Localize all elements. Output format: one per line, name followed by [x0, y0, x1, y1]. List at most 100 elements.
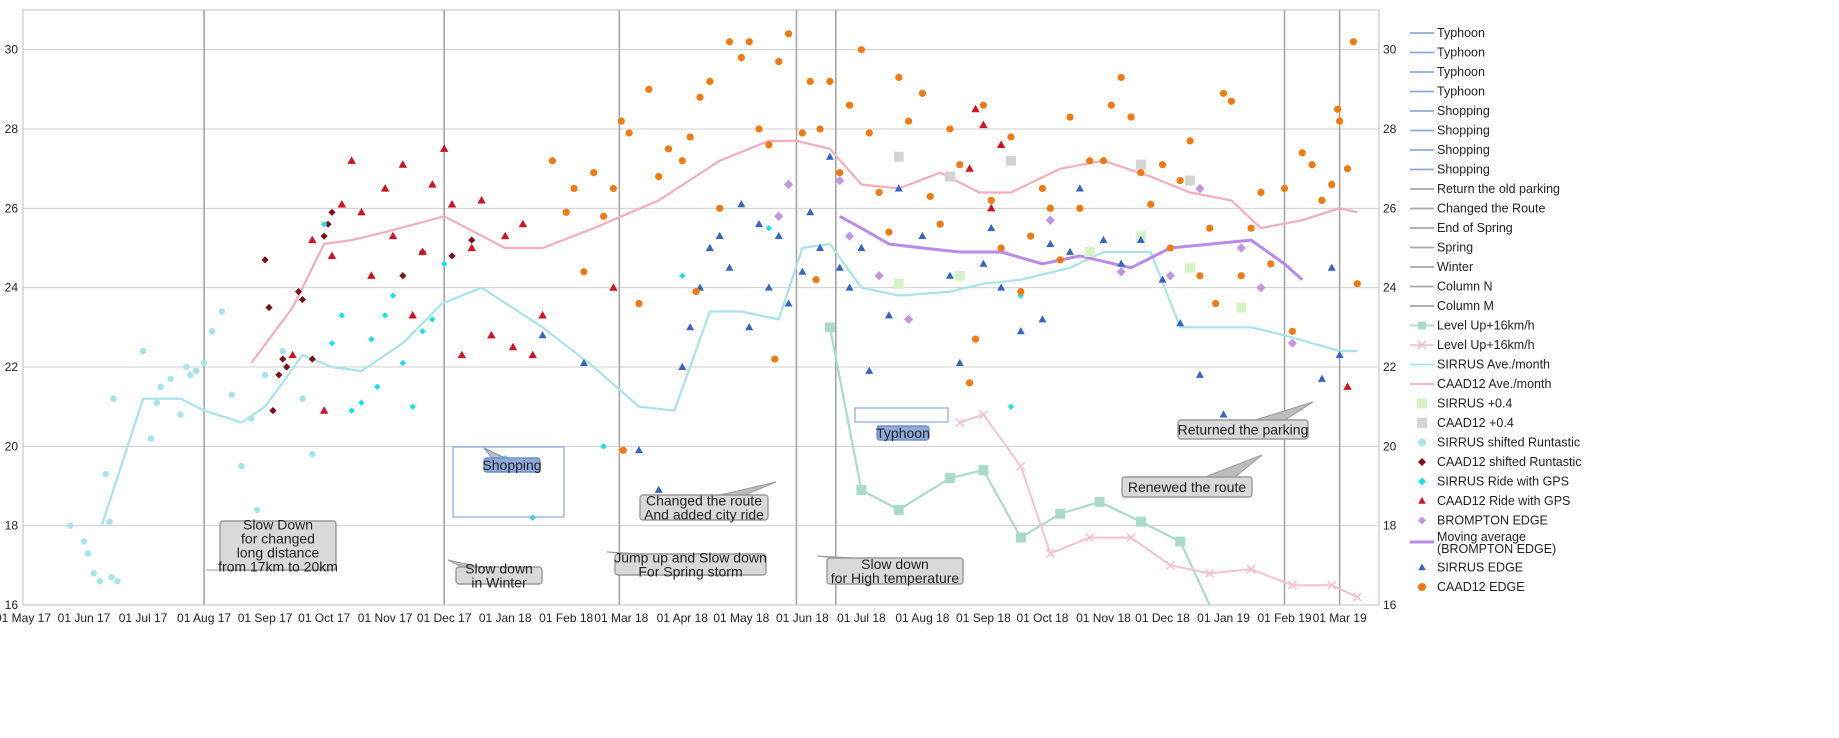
point-sirrus-shifted-runtastic	[153, 399, 161, 406]
point-caad12-ride-with-gps	[528, 350, 537, 359]
callout-box	[639, 494, 769, 521]
callout-box	[876, 425, 930, 441]
point-caad12-edge	[956, 161, 964, 169]
point-sirrus-edge	[654, 485, 663, 493]
marker-level-up-sirrus	[1094, 496, 1105, 507]
point-sirrus-0-4	[1084, 246, 1095, 257]
point-sirrus-edge	[715, 231, 724, 240]
legend-swatch	[1418, 563, 1426, 571]
point-sirrus-shifted-runtastic	[177, 411, 184, 418]
point-sirrus-shifted-runtastic	[167, 375, 174, 383]
marker-level-up-sirrus	[1175, 536, 1186, 547]
point-caad12-edge	[875, 188, 883, 197]
point-sirrus-edge	[865, 366, 874, 374]
x-tick-label: 01 Oct 17	[298, 611, 350, 625]
point-caad12-shifted-runtastic	[265, 303, 273, 312]
x-tick-label: 01 Dec 18	[1135, 611, 1190, 625]
point-caad12-edge	[1107, 101, 1115, 109]
point-caad12-edge	[755, 125, 763, 133]
point-sirrus-0-4	[954, 270, 965, 281]
legend-label: Column N	[1437, 280, 1493, 294]
typhoon-range-box	[854, 407, 949, 423]
point-caad12-edge	[979, 101, 988, 109]
point-caad12-edge	[1227, 97, 1235, 105]
callout-text: Slow Down	[243, 517, 313, 533]
callout-box	[483, 457, 541, 473]
callout-text: for High temperature	[831, 570, 960, 586]
y-tick-label-left: 24	[5, 281, 19, 295]
point-caad12-edge	[1007, 133, 1015, 141]
point-caad12-shifted-runtastic	[269, 407, 277, 415]
x-tick-label: 01 Sep 17	[238, 611, 293, 625]
callout-text: in Winter	[471, 575, 527, 591]
legend-label: Column M	[1437, 299, 1494, 313]
legend-item: Typhoon	[1410, 26, 1485, 40]
point-caad12-edge	[836, 169, 844, 177]
point-caad12-ride-with-gps	[538, 311, 547, 319]
marker-level-up-caad	[1205, 568, 1215, 578]
legend-item: CAAD12 Ride with GPS	[1418, 494, 1570, 508]
point-caad12-edge	[609, 184, 618, 193]
x-tick-label: 01 Apr 18	[657, 611, 709, 625]
point-sirrus-edge	[1099, 235, 1108, 244]
callout-text: Returned the parking	[1178, 422, 1309, 438]
point-brompton-edge	[1195, 183, 1205, 194]
point-caad12-edge	[936, 220, 944, 228]
point-sirrus-ride-with-gps	[338, 312, 346, 319]
point-sirrus-edge	[798, 267, 807, 275]
point-caad12-ride-with-gps	[428, 180, 437, 188]
point-caad12-ride-with-gps	[508, 342, 518, 351]
point-caad12-shifted-runtastic	[448, 252, 456, 260]
marker-level-up-caad	[1045, 548, 1055, 558]
point-caad12-ride-with-gps	[500, 231, 510, 240]
point-caad12-edge	[857, 46, 865, 54]
callout-text: from 17km to 20km	[218, 559, 338, 575]
x-tick-label: 01 Jun 18	[776, 611, 829, 625]
legend-item: Shopping	[1410, 143, 1490, 157]
point-caad12-edge	[1212, 299, 1220, 308]
point-brompton-edge	[1165, 271, 1175, 281]
y-tick-label-right: 16	[1383, 598, 1397, 612]
legend-label: Shopping	[1437, 163, 1490, 177]
point-sirrus-edge	[806, 208, 815, 216]
x-tick-label: 01 Jul 18	[837, 611, 886, 625]
point-brompton-edge	[1116, 267, 1126, 277]
point-sirrus-shifted-runtastic	[108, 574, 115, 581]
marker-level-up-caad	[978, 410, 988, 420]
legend-swatch	[1418, 438, 1426, 447]
marker-level-up-caad	[1246, 564, 1256, 574]
x-tick-label: 01 Dec 17	[417, 611, 472, 625]
point-caad12-edge	[570, 184, 578, 193]
point-sirrus-ride-with-gps	[368, 336, 375, 343]
x-tick-label: 01 May 18	[713, 611, 769, 625]
point-sirrus-ride-with-gps	[429, 316, 436, 323]
point-caad12-ride-with-gps	[327, 251, 337, 260]
point-caad12-edge	[771, 355, 779, 363]
x-tick-label: 01 Jan 19	[1197, 611, 1250, 625]
point-caad12-edge	[725, 38, 734, 46]
point-caad12-edge	[826, 77, 834, 85]
point-caad12-ride-with-gps	[609, 283, 618, 291]
plot-frame	[22, 9, 1380, 606]
point-caad12-edge	[1127, 113, 1135, 121]
point-caad12-edge	[1137, 169, 1145, 177]
point-brompton-edge	[835, 175, 845, 186]
marker-level-up-caad	[955, 417, 965, 428]
marker-level-up-caad	[1352, 592, 1362, 602]
legend-label: Moving average	[1437, 530, 1526, 544]
legend-item: Level Up+16km/h	[1410, 319, 1535, 333]
point-sirrus-ride-with-gps	[600, 443, 607, 450]
point-sirrus-edge	[979, 259, 988, 267]
legend-item: Shopping	[1410, 124, 1490, 138]
point-caad12-edge	[1046, 204, 1054, 212]
point-sirrus-edge	[945, 271, 954, 279]
point-brompton-edge	[844, 231, 855, 241]
point-sirrus-edge	[1117, 259, 1126, 267]
point-caad12-edge	[895, 73, 903, 82]
shopping-range-box	[452, 446, 565, 518]
point-caad12-edge	[686, 133, 694, 141]
legend-item: Winter	[1410, 260, 1473, 274]
point-caad12-edge	[845, 101, 854, 109]
